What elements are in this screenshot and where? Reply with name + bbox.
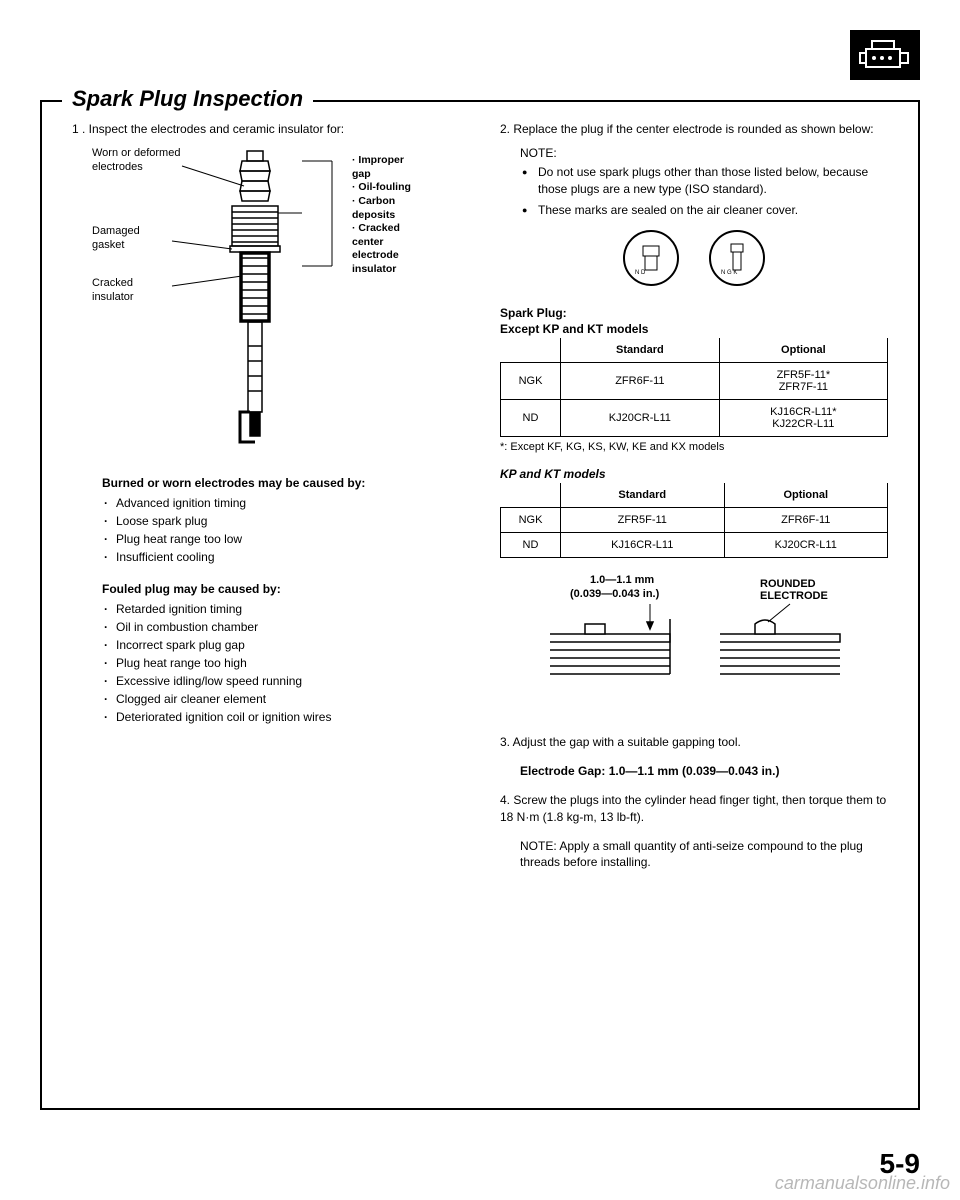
list-item: Do not use spark plugs other than those … [538,164,888,198]
spark-plug-diagram: Worn or deformed electrodes Damaged gask… [92,146,460,456]
list-item: Advanced ignition timing [116,494,460,512]
label-defects-list: · Improper gap · Oil-fouling · Carbon de… [352,154,462,277]
list-item: Retarded ignition timing [116,600,460,618]
table-header: Optional [719,338,887,363]
section-title: Spark Plug Inspection [62,86,313,112]
list-item: Loose spark plug [116,512,460,530]
burned-causes-block: Burned or worn electrodes may be caused … [102,476,460,566]
label-cracked-insulator: Cracked insulator [92,276,172,305]
table-cell: ZFR6F-11 [724,508,888,533]
step-4-note: NOTE: Apply a small quantity of anti-sei… [520,838,888,872]
columns: 1 . Inspect the electrodes and ceramic i… [72,122,888,1078]
fouled-causes-title: Fouled plug may be caused by: [102,582,460,596]
spec-title-2: KP and KT models [500,467,888,481]
watermark: carmanualsonline.info [775,1173,950,1194]
label-damaged-gasket: Damaged gasket [92,224,172,253]
table-cell: ND [501,533,561,558]
left-column: 1 . Inspect the electrodes and ceramic i… [72,122,460,1078]
right-column: 2. Replace the plug if the center electr… [500,122,888,1078]
table-cell: NGK [501,363,561,400]
section-box: Spark Plug Inspection 1 . Inspect the el… [40,100,920,1110]
table-cell: ZFR5F-11* ZFR7F-11 [719,363,887,400]
step-3-text: 3. Adjust the gap with a suitable gappin… [500,734,888,751]
step-3-gap: Electrode Gap: 1.0—1.1 mm (0.039—0.043 i… [520,763,888,780]
seal-icon: N D [623,230,679,286]
table-header: Optional [724,483,888,508]
seal-icon: N G K [709,230,765,286]
step-2-note-label: NOTE: [520,146,888,160]
list-item: Plug heat range too low [116,530,460,548]
list-item: Excessive idling/low speed running [116,672,460,690]
engine-icon [850,30,920,80]
table-cell: ZFR6F-11 [561,363,720,400]
table-cell: KJ16CR-L11* KJ22CR-L11 [719,400,887,437]
fouled-causes-list: Retarded ignition timing Oil in combusti… [102,600,460,726]
spec-title-1b: Except KP and KT models [500,322,888,336]
list-item: Deteriorated ignition coil or ignition w… [116,708,460,726]
list-item: These marks are sealed on the air cleane… [538,202,888,219]
seal-marks: N D N G K [500,230,888,286]
step-2-notes: Do not use spark plugs other than those … [520,164,888,218]
fouled-causes-block: Fouled plug may be caused by: Retarded i… [102,582,460,726]
spec-table-1: Standard Optional NGK ZFR6F-11 ZFR5F-11*… [500,338,888,437]
list-item: Oil in combustion chamber [116,618,460,636]
svg-text:N G K: N G K [721,270,737,276]
list-item: Plug heat range too high [116,654,460,672]
burned-causes-list: Advanced ignition timing Loose spark plu… [102,494,460,566]
gap-diagram: 1.0—1.1 mm (0.039—0.043 in.) ROUNDED ELE… [530,574,888,714]
table-cell: NGK [501,508,561,533]
list-item: Incorrect spark plug gap [116,636,460,654]
list-item: Insufficient cooling [116,548,460,566]
svg-text:N D: N D [635,270,646,276]
table-header: Standard [561,338,720,363]
step-2-text: 2. Replace the plug if the center electr… [500,122,888,136]
table-cell: KJ16CR-L11 [561,533,725,558]
label-worn-electrodes: Worn or deformed electrodes [92,146,202,175]
step-4-text: 4. Screw the plugs into the cylinder hea… [500,792,888,826]
step-1-text: 1 . Inspect the electrodes and ceramic i… [72,122,460,136]
table-cell: KJ20CR-L11 [561,400,720,437]
page-container: Spark Plug Inspection 1 . Inspect the el… [0,0,960,1200]
list-item: Clogged air cleaner element [116,690,460,708]
table-cell: ZFR5F-11 [561,508,725,533]
table-cell: ND [501,400,561,437]
spec-table-2: Standard Optional NGK ZFR5F-11 ZFR6F-11 … [500,483,888,558]
burned-causes-title: Burned or worn electrodes may be caused … [102,476,460,490]
table-header: Standard [561,483,725,508]
table-1-note: *: Except KF, KG, KS, KW, KE and KX mode… [500,441,888,453]
spec-title-1a: Spark Plug: [500,306,888,320]
table-cell: KJ20CR-L11 [724,533,888,558]
